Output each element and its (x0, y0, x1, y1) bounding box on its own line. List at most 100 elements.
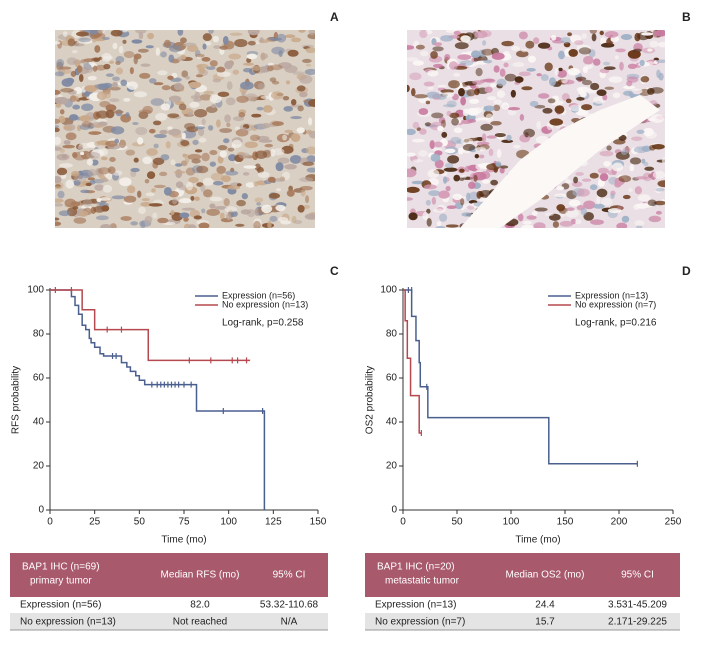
cell (227, 185, 241, 190)
cell (130, 167, 140, 173)
cell (82, 198, 93, 207)
cell (212, 35, 220, 43)
cell (56, 153, 70, 161)
cell (486, 96, 497, 101)
cell (226, 122, 231, 128)
cell (409, 72, 422, 81)
cell (59, 109, 65, 115)
cell (131, 39, 143, 44)
cell (135, 30, 147, 34)
cell (482, 30, 492, 38)
cell (206, 208, 220, 216)
cell (167, 126, 173, 130)
cell (110, 30, 123, 37)
cell (64, 198, 77, 208)
table-row-bg (365, 613, 680, 630)
cell (452, 193, 463, 201)
cell (412, 60, 425, 66)
cell (253, 220, 261, 228)
cell (443, 176, 448, 184)
cell (517, 213, 524, 222)
cell (271, 46, 285, 55)
cell (179, 212, 190, 219)
cell (490, 179, 499, 186)
cell (109, 98, 120, 103)
cell (87, 177, 96, 181)
panel-letter: C (330, 264, 339, 278)
cell (230, 210, 238, 217)
cell (496, 90, 506, 98)
cell (631, 136, 643, 141)
cell (607, 208, 622, 214)
cell (629, 157, 642, 165)
cell (180, 54, 187, 60)
cell (80, 189, 90, 194)
cell (547, 98, 556, 104)
cell (483, 105, 495, 112)
cell (285, 80, 291, 85)
cell (257, 83, 265, 90)
cell (269, 77, 277, 83)
y-tick-label: 40 (386, 417, 398, 428)
cell (436, 221, 442, 227)
cell (581, 178, 592, 182)
cell (423, 184, 437, 190)
cell (137, 190, 142, 198)
cell (55, 221, 62, 226)
cell (575, 219, 582, 225)
cell (72, 104, 81, 110)
cell (118, 139, 127, 149)
cell (133, 53, 142, 60)
cell (449, 61, 458, 70)
cell (159, 171, 168, 177)
cell (264, 143, 274, 148)
cell (256, 202, 262, 206)
cell (151, 188, 156, 193)
cell (512, 62, 525, 68)
cell (149, 78, 157, 84)
cell (147, 32, 155, 40)
cell (436, 94, 447, 100)
cell (94, 184, 105, 191)
cell (581, 79, 593, 86)
cell (172, 198, 178, 205)
cell (202, 43, 207, 50)
cell (178, 103, 187, 111)
cell (202, 177, 214, 186)
cell (72, 43, 85, 47)
cell (597, 167, 609, 174)
cell (127, 81, 139, 90)
cell (140, 63, 151, 67)
cell (615, 48, 626, 53)
cell (521, 86, 533, 91)
cell (575, 171, 584, 176)
cell (468, 181, 476, 190)
cell (81, 103, 94, 111)
cell (114, 138, 120, 144)
cell (283, 105, 294, 112)
cell (407, 57, 419, 62)
cell (168, 44, 183, 53)
cell (444, 54, 451, 61)
cell (627, 49, 641, 59)
cell (565, 209, 579, 218)
cell (290, 37, 302, 43)
cell (540, 74, 549, 82)
cell (209, 203, 216, 209)
cell (95, 118, 108, 123)
cell (501, 102, 510, 110)
cell (309, 130, 315, 139)
cell (71, 170, 80, 177)
cell (206, 66, 216, 70)
cell (460, 137, 474, 146)
cell (157, 217, 169, 224)
cell (163, 186, 172, 196)
cell (201, 118, 206, 125)
cell (109, 156, 116, 163)
cell (305, 63, 312, 67)
cell (537, 93, 550, 99)
cell (189, 101, 200, 108)
cell (234, 38, 248, 48)
cell (276, 188, 281, 192)
cell (640, 76, 650, 83)
